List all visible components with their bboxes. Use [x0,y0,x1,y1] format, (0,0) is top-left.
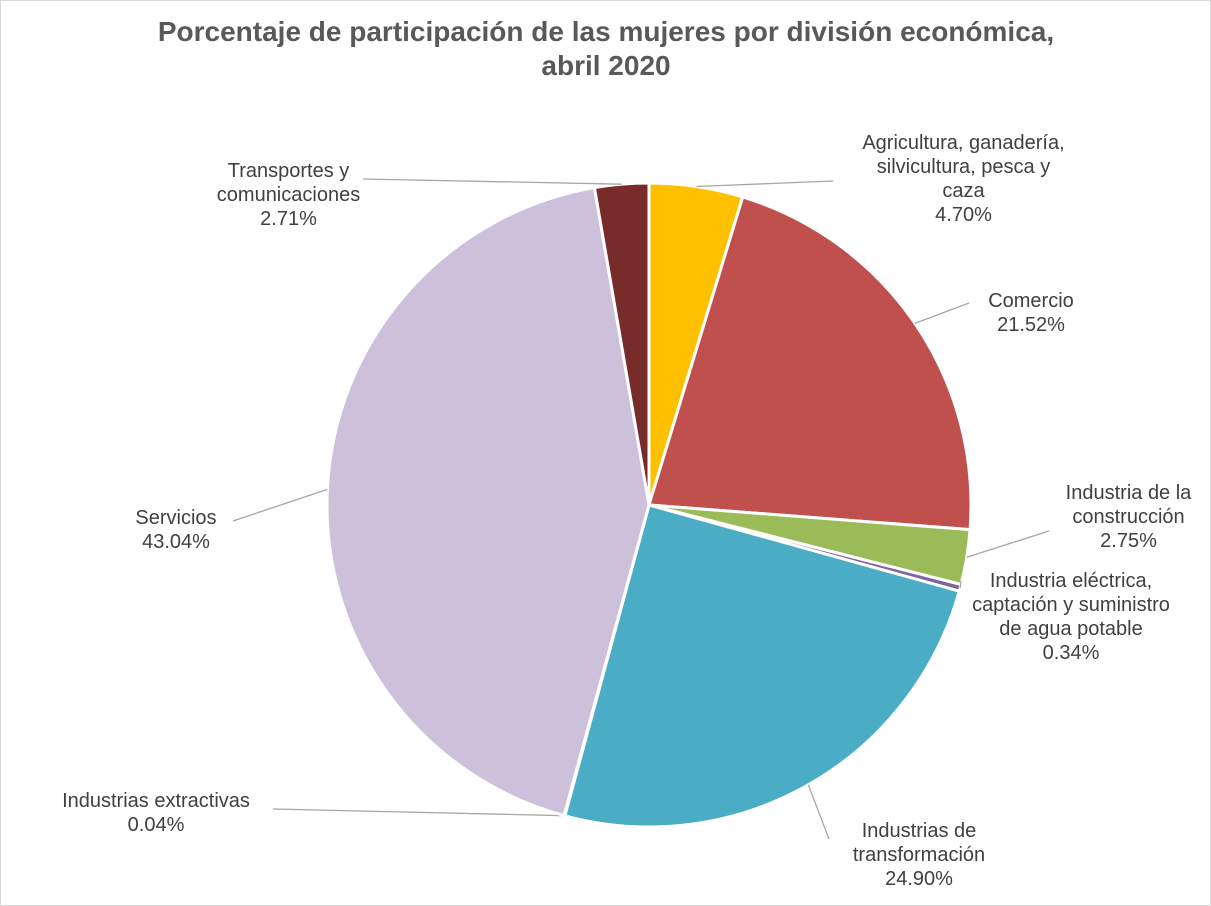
data-label: Industria de la construcción 2.75% [1046,481,1211,553]
value-label: 2.71% [260,208,317,230]
value-label: 0.04% [127,814,185,836]
leader-line [959,580,962,588]
category-label: Comercio [988,290,1074,312]
category-label: Industria de la construcción [1065,482,1192,528]
pie-slice [325,186,651,818]
value-label: 2.75% [1100,530,1157,552]
data-label: Agricultura, ganadería, silvicultura, pe… [856,131,1071,227]
pie-slice [647,195,973,532]
leader-line [966,530,1050,558]
data-label: Industrias de transformación 24.90% [839,819,999,891]
category-label: Transportes y comunicaciones [216,160,361,206]
category-label: Industrias de transformación [852,820,986,866]
leader-line [914,302,970,324]
data-label: Servicios 43.04% [116,506,236,554]
category-label: Servicios [135,507,217,529]
category-label: Industrias extractivas [62,790,250,812]
value-label: 4.70% [935,204,992,226]
category-label: Industria eléctrica, captación y suminis… [972,570,1170,640]
data-label: Transportes y comunicaciones 2.71% [206,159,371,231]
leader-line [272,808,565,817]
leader-line [232,488,328,522]
value-label: 0.34% [1042,642,1100,664]
pie-slice [563,503,961,829]
leader-line [696,180,834,188]
data-label: Industrias extractivas 0.04% [31,789,281,837]
category-label: Agricultura, ganadería, silvicultura, pe… [862,132,1065,202]
value-label: 43.04% [142,531,210,553]
leader-line [807,784,830,840]
data-label: Comercio 21.52% [971,289,1091,337]
value-label: 24.90% [885,868,953,890]
leader-line [362,178,622,185]
chart-title: Porcentaje de participación de las mujer… [157,16,1055,81]
data-label: Industria eléctrica, captación y suminis… [961,569,1181,665]
value-label: 21.52% [997,314,1065,336]
